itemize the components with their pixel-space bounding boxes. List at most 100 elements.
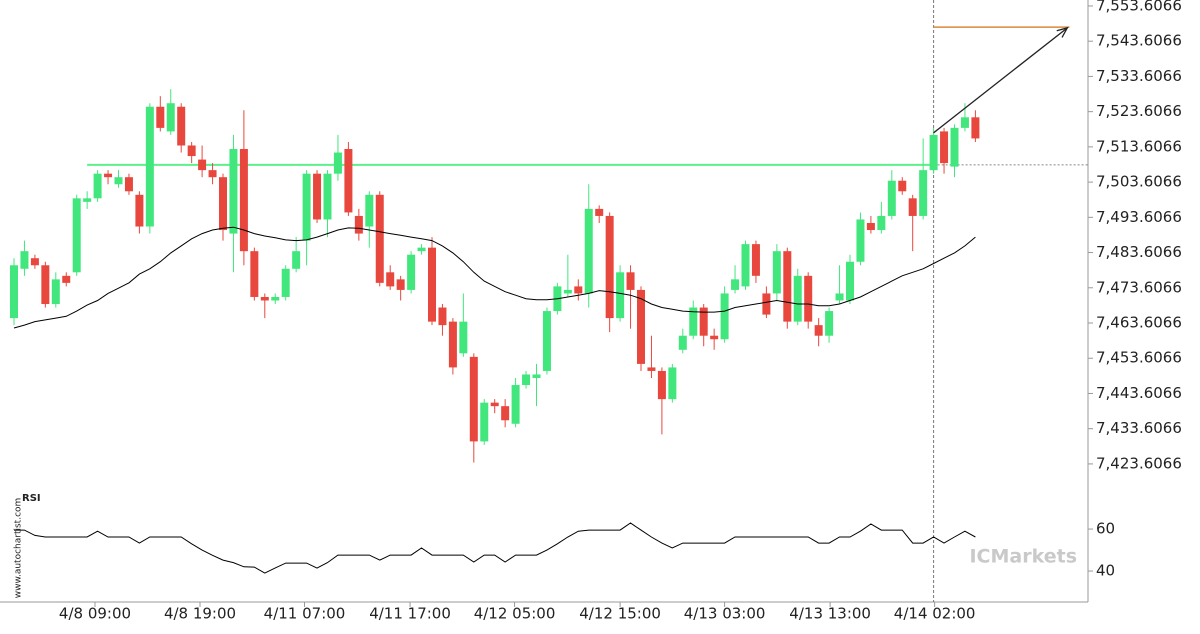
y-tick-label: 7,473.6066 <box>1096 278 1182 296</box>
candle-body <box>292 251 301 269</box>
candle-body <box>365 194 374 227</box>
candle-body <box>741 244 750 287</box>
candle-body <box>30 258 39 266</box>
candle-body <box>62 275 71 283</box>
x-tick-label: 4/13 13:00 <box>789 605 871 623</box>
candle-body <box>772 251 781 294</box>
moving-average <box>13 226 976 329</box>
candle-body <box>731 279 740 290</box>
candle-body <box>229 149 238 234</box>
candle-body <box>605 215 614 319</box>
candle-body <box>219 177 227 231</box>
y-tick-label: 7,433.6066 <box>1096 419 1182 437</box>
candle-body <box>10 265 18 319</box>
candle-body <box>678 335 687 350</box>
candle-body <box>344 149 353 213</box>
candle-body <box>114 177 123 185</box>
candle-body <box>751 244 760 276</box>
candle-body <box>239 149 248 252</box>
x-tick-label: 4/13 03:00 <box>684 605 766 623</box>
candle-body <box>124 177 133 192</box>
candle-body <box>971 117 980 139</box>
watermark: www.autochartist.com <box>14 498 24 599</box>
candle-body <box>448 321 457 368</box>
y-tick-label: 7,523.6066 <box>1096 102 1182 120</box>
x-tick-label: 4/12 15:00 <box>579 605 661 623</box>
x-tick-label: 4/11 07:00 <box>264 605 346 623</box>
candle-body <box>720 293 729 340</box>
candle-body <box>866 222 875 231</box>
x-tick-label: 4/12 05:00 <box>474 605 556 623</box>
candle-body <box>407 254 416 290</box>
y-tick-label: 7,463.6066 <box>1096 314 1182 332</box>
candle-body <box>459 321 468 354</box>
candle-body <box>689 307 698 336</box>
candle-body <box>877 215 886 231</box>
candle-body <box>250 251 259 297</box>
candle-body <box>584 208 593 294</box>
candle-body <box>72 198 81 273</box>
candle-body <box>626 272 635 290</box>
arrow-head <box>1056 26 1069 38</box>
candle-body <box>480 402 489 442</box>
candle-body <box>574 286 583 294</box>
candle-body <box>333 152 342 174</box>
candle-body <box>647 367 656 371</box>
candle-body <box>783 251 792 322</box>
candle-body <box>51 279 60 305</box>
candle-body <box>104 173 113 178</box>
candle-body <box>177 106 186 146</box>
candle-body <box>501 406 510 421</box>
candle-body <box>469 356 478 442</box>
candle-body <box>20 251 29 269</box>
candle-body <box>386 272 395 287</box>
x-tick-label: 4/8 19:00 <box>164 605 236 623</box>
candle-body <box>595 208 604 216</box>
candle-body <box>835 293 844 301</box>
y-tick-label: 7,513.6066 <box>1096 137 1182 155</box>
candle-body <box>762 293 771 315</box>
rsi-tick-label: 40 <box>1096 562 1115 580</box>
candle-body <box>637 289 645 364</box>
y-tick-label: 7,503.6066 <box>1096 173 1182 191</box>
candle-body <box>323 173 332 220</box>
candle-body <box>616 272 625 319</box>
candle-body <box>271 296 280 301</box>
candle-body <box>825 311 834 336</box>
candle-body <box>887 180 896 216</box>
candle-body <box>354 215 363 234</box>
candle-body <box>166 103 175 132</box>
candle-body <box>793 275 802 322</box>
candle-body <box>929 134 938 171</box>
candle-body <box>198 159 207 171</box>
y-tick-label: 7,423.6066 <box>1096 454 1182 472</box>
rsi-line <box>14 522 976 574</box>
candle-body <box>313 173 322 220</box>
candle-body <box>532 374 541 378</box>
logo: ICMarkets <box>969 546 1077 568</box>
candle-body <box>93 173 102 199</box>
candle-body <box>281 268 290 297</box>
candle-body <box>490 402 499 407</box>
y-tick-label: 7,533.6066 <box>1096 67 1182 85</box>
x-tick-label: 4/14 02:00 <box>894 605 976 623</box>
candle-body <box>396 279 405 290</box>
candle-body <box>145 106 154 227</box>
candle-body <box>260 296 269 301</box>
candle-body <box>208 170 217 178</box>
candle-body <box>417 247 426 252</box>
candle-body <box>438 307 447 326</box>
x-tick-label: 4/11 17:00 <box>369 605 451 623</box>
candle-body <box>302 173 311 241</box>
candle-body <box>668 367 677 400</box>
candle-body <box>156 106 165 128</box>
candle-body <box>908 198 917 216</box>
y-tick-label: 7,553.6066 <box>1096 0 1182 14</box>
candle-body <box>511 385 520 424</box>
candle-body <box>960 117 969 128</box>
candle-body <box>804 275 813 322</box>
candle-body <box>41 265 50 305</box>
y-tick-label: 7,493.6066 <box>1096 208 1182 226</box>
